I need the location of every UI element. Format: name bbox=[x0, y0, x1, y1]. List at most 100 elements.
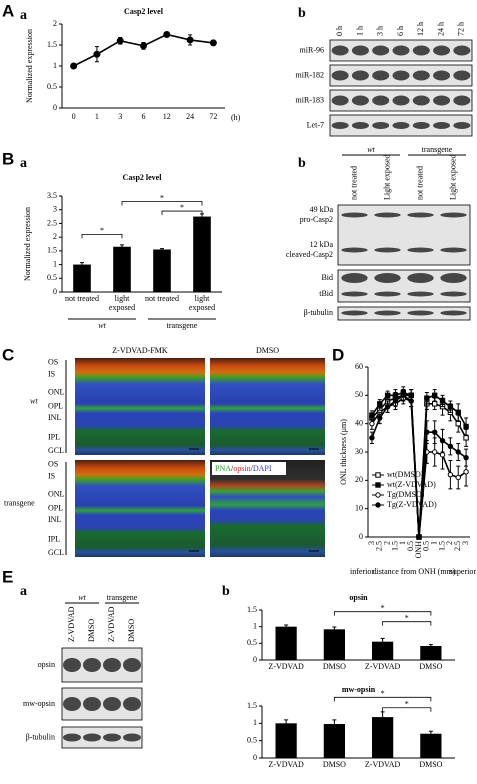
x-tick-label-box: Z-VDVAD bbox=[268, 662, 304, 671]
x-tick-label: 1 bbox=[398, 541, 407, 545]
x-tick-label-box: DMSO bbox=[323, 760, 346, 769]
stain-legend-item: DAPI bbox=[253, 464, 272, 473]
x-tick-label: ONH bbox=[414, 541, 423, 559]
blot-band bbox=[433, 122, 451, 129]
bar bbox=[153, 249, 171, 292]
group-label: transgene bbox=[422, 145, 453, 154]
y-tick-label: 0.5 bbox=[47, 273, 57, 282]
y-tick-label: 0 bbox=[253, 753, 257, 762]
marker bbox=[375, 502, 381, 508]
micrograph bbox=[75, 460, 205, 557]
bar bbox=[275, 723, 297, 758]
bar bbox=[113, 246, 131, 292]
x-tick-label-box: DMSO bbox=[419, 662, 442, 671]
row-label: mw-opsin bbox=[23, 699, 55, 708]
layer-label: ONL bbox=[48, 388, 65, 397]
lane-label: Z-VDVAD bbox=[67, 606, 76, 642]
x-tick-label: Z-VDVAD bbox=[268, 662, 304, 671]
row-label: cleaved-Casp2 bbox=[286, 250, 333, 259]
x-axis-label: distance from ONH (mm) bbox=[373, 567, 456, 576]
x-tick-label-box: Z-VDVAD bbox=[364, 760, 401, 769]
y-tick-label: 0 bbox=[53, 287, 57, 296]
lane-label: DMSO bbox=[127, 619, 136, 642]
blot-band bbox=[440, 247, 467, 253]
blot-band bbox=[123, 733, 141, 742]
lane-label: Light exposed bbox=[382, 154, 391, 200]
x-tick-label: Z-VDVAD bbox=[364, 662, 401, 671]
marker bbox=[186, 36, 194, 44]
group-label: transgene bbox=[167, 321, 198, 330]
panel-label: B bbox=[2, 149, 14, 168]
x-tick-label: not treated bbox=[145, 294, 179, 303]
lane-label: 24 h bbox=[436, 22, 445, 36]
x-tick-label: 0 bbox=[71, 112, 76, 121]
lane-label: 3 h bbox=[376, 26, 385, 36]
marker bbox=[439, 398, 446, 404]
x-unit: (h) bbox=[231, 113, 241, 122]
blot-band bbox=[63, 658, 81, 672]
x-tick-label-box: light exposed bbox=[189, 294, 215, 312]
marker bbox=[116, 37, 124, 45]
x-tick-label-box: not treated bbox=[65, 294, 99, 303]
marker bbox=[431, 401, 438, 407]
marker bbox=[424, 429, 430, 435]
blot-band bbox=[331, 95, 349, 106]
legend-label: wt(Z-VDVAD) bbox=[387, 480, 436, 489]
y-tick-label: 1 bbox=[53, 61, 57, 70]
x-tick-label: DMSO bbox=[322, 662, 346, 671]
y-tick-label: 1 bbox=[253, 621, 257, 630]
y-tick-label: 2 bbox=[53, 19, 57, 28]
stain-legend-item: opsin bbox=[233, 464, 250, 473]
marker bbox=[209, 39, 217, 47]
marker bbox=[384, 392, 391, 399]
blot-band bbox=[351, 45, 369, 56]
panel-label: A bbox=[2, 1, 14, 20]
panel-label: b bbox=[298, 6, 306, 21]
blot-band bbox=[83, 733, 101, 742]
marker bbox=[377, 401, 383, 407]
marker bbox=[369, 420, 375, 427]
y-tick-label: 0 bbox=[53, 103, 57, 112]
blot-band bbox=[374, 291, 401, 297]
group-label: wt bbox=[98, 321, 106, 330]
y-tick-label: 1.5 bbox=[47, 40, 57, 49]
blot-band bbox=[374, 273, 401, 283]
blot-band bbox=[351, 95, 369, 106]
marker bbox=[384, 403, 391, 410]
panel-label: D bbox=[332, 345, 344, 364]
significance-bracket bbox=[81, 234, 123, 239]
lane-label: 1 h bbox=[355, 26, 364, 36]
y-tick-label: 0.5 bbox=[247, 638, 257, 647]
row-label: β-tubulin bbox=[304, 308, 333, 317]
significance-label: * bbox=[381, 689, 385, 698]
y-tick-label: 1 bbox=[253, 718, 257, 727]
x-tick-label: 12 bbox=[162, 112, 171, 121]
x-tick-label: DMSO bbox=[419, 760, 443, 769]
x-tick-label-box: DMSO bbox=[322, 662, 346, 671]
row-size: 12 kDa bbox=[310, 240, 334, 249]
panel-label: E bbox=[2, 567, 13, 586]
row-label: Bid bbox=[321, 273, 333, 282]
lane-label: not treated bbox=[349, 166, 358, 200]
blot-band bbox=[412, 122, 430, 129]
row-label: miR-96 bbox=[300, 45, 324, 54]
blot-band bbox=[341, 273, 368, 283]
x-end-label: inferior bbox=[350, 567, 374, 576]
x-tick-label: Z-VDVAD bbox=[364, 760, 401, 769]
blot-band bbox=[453, 95, 471, 106]
bar bbox=[323, 724, 345, 758]
y-tick-label: 10 bbox=[355, 503, 363, 512]
significance-bracket bbox=[161, 210, 203, 216]
blot-band bbox=[453, 122, 471, 129]
blot-band bbox=[351, 122, 369, 129]
row-label: tBid bbox=[319, 289, 333, 298]
y-tick-label: 1.5 bbox=[47, 246, 57, 255]
layer-label: OPL bbox=[48, 503, 63, 512]
y-tick-label: 1 bbox=[53, 259, 57, 268]
lane-label: 0 h bbox=[335, 26, 344, 36]
marker bbox=[377, 415, 383, 421]
blot-band bbox=[374, 247, 401, 253]
micrograph bbox=[210, 460, 325, 557]
x-tick-label-box: light exposed bbox=[109, 294, 135, 312]
blot-band bbox=[372, 122, 390, 129]
